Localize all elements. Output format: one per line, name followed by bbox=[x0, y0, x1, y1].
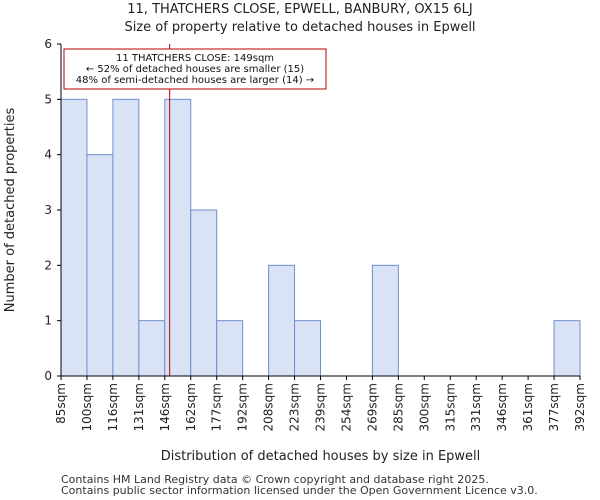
x-axis-label: Distribution of detached houses by size … bbox=[161, 449, 481, 464]
y-tick-label: 1 bbox=[44, 314, 52, 328]
histogram-bar bbox=[553, 320, 581, 377]
x-tick-label: 177sqm bbox=[210, 383, 224, 431]
y-tick-label: 6 bbox=[44, 37, 52, 51]
x-tick-label: 208sqm bbox=[262, 383, 276, 431]
y-axis-label: Number of detached properties bbox=[3, 108, 18, 313]
x-tick-label: 239sqm bbox=[314, 383, 328, 431]
x-tick-label: 116sqm bbox=[106, 383, 120, 431]
x-tick-label: 192sqm bbox=[236, 383, 250, 431]
histogram-bar bbox=[371, 264, 399, 377]
x-tick-label: 331sqm bbox=[469, 383, 483, 431]
histogram-bar bbox=[138, 320, 166, 377]
chart-subtitle: Size of property relative to detached ho… bbox=[124, 20, 476, 35]
histogram-bar bbox=[112, 98, 140, 377]
y-tick-label: 3 bbox=[44, 203, 52, 217]
x-tick-label: 131sqm bbox=[132, 383, 146, 431]
x-tick-label: 285sqm bbox=[391, 383, 405, 431]
x-tick-label: 223sqm bbox=[288, 383, 302, 431]
x-tick-label: 146sqm bbox=[158, 383, 172, 431]
x-tick-label: 346sqm bbox=[495, 383, 509, 431]
x-tick-label: 162sqm bbox=[184, 383, 198, 431]
y-tick-label: 0 bbox=[44, 369, 52, 383]
x-tick-label: 85sqm bbox=[54, 383, 68, 424]
histogram-bar bbox=[60, 98, 88, 377]
annotation-line-1: 11 THATCHERS CLOSE: 149sqm bbox=[116, 53, 274, 64]
x-tick-label: 392sqm bbox=[573, 383, 587, 431]
chart-title: 11, THATCHERS CLOSE, EPWELL, BANBURY, OX… bbox=[127, 2, 473, 17]
histogram-bar bbox=[268, 264, 296, 377]
x-tick-label: 300sqm bbox=[417, 383, 431, 431]
y-tick-label: 2 bbox=[44, 258, 52, 272]
x-tick-label: 377sqm bbox=[547, 383, 561, 431]
footer-copyright: Contains HM Land Registry data © Crown c… bbox=[61, 473, 489, 486]
y-tick-label: 5 bbox=[44, 92, 52, 106]
annotation-line-3: 48% of semi-detached houses are larger (… bbox=[76, 75, 314, 86]
x-tick-label: 361sqm bbox=[521, 383, 535, 431]
annotation-line-2: ← 52% of detached houses are smaller (15… bbox=[86, 64, 304, 75]
histogram-bar bbox=[190, 209, 218, 377]
annotation-box bbox=[63, 48, 327, 90]
histogram-bar bbox=[294, 320, 321, 377]
x-tick-label: 269sqm bbox=[365, 383, 379, 431]
histogram-bar bbox=[164, 98, 192, 377]
x-tick-label: 100sqm bbox=[80, 383, 94, 431]
y-tick-label: 4 bbox=[44, 148, 52, 162]
histogram-bar bbox=[86, 154, 114, 377]
footer-licence: Contains public sector information licen… bbox=[61, 484, 538, 497]
histogram-bar bbox=[216, 320, 244, 377]
x-tick-label: 254sqm bbox=[339, 383, 353, 431]
x-tick-label: 315sqm bbox=[443, 383, 457, 431]
